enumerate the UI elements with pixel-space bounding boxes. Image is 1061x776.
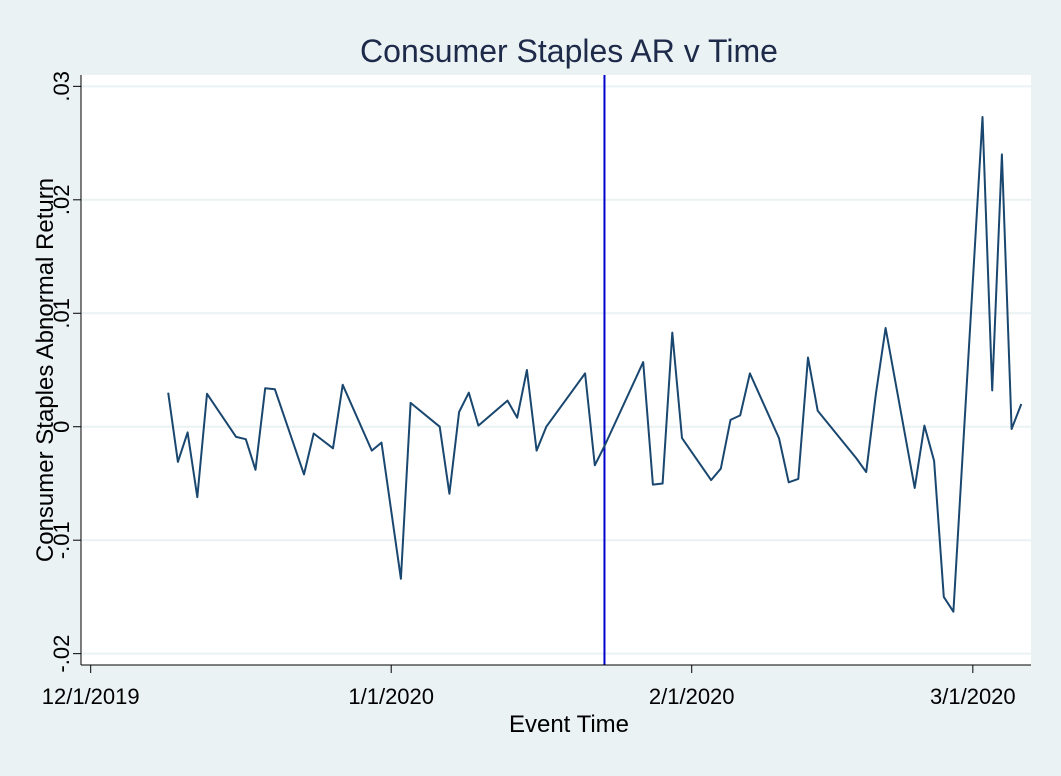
y-tick-label-3: .01 [49,298,74,329]
x-axis: 12/1/2019 1/1/2020 2/1/2020 3/1/2020 [42,665,1016,709]
x-tick-label-3: 3/1/2020 [930,684,1016,709]
y-tick-label-5: .03 [49,71,74,102]
y-tick-label-1: -.01 [49,521,74,559]
y-tick-label-0: -.02 [49,635,74,673]
y-tick-label-4: .02 [49,185,74,216]
series-layer [167,116,1023,613]
plot-area [81,75,1031,665]
y-axis: -.02 -.01 0 .01 .02 .03 [49,71,81,673]
series-line-0 [167,116,1023,613]
y-tick-label-2: 0 [49,421,74,433]
chart-title: Consumer Staples AR v Time [360,33,778,69]
x-tick-label-1: 1/1/2020 [348,684,434,709]
y-axis-label: Consumer Staples Abnormal Return [32,178,59,562]
gridlines [81,85,1031,655]
x-tick-label-2: 2/1/2020 [649,684,735,709]
x-tick-label-0: 12/1/2019 [42,684,140,709]
x-axis-label: Event Time [509,711,629,738]
